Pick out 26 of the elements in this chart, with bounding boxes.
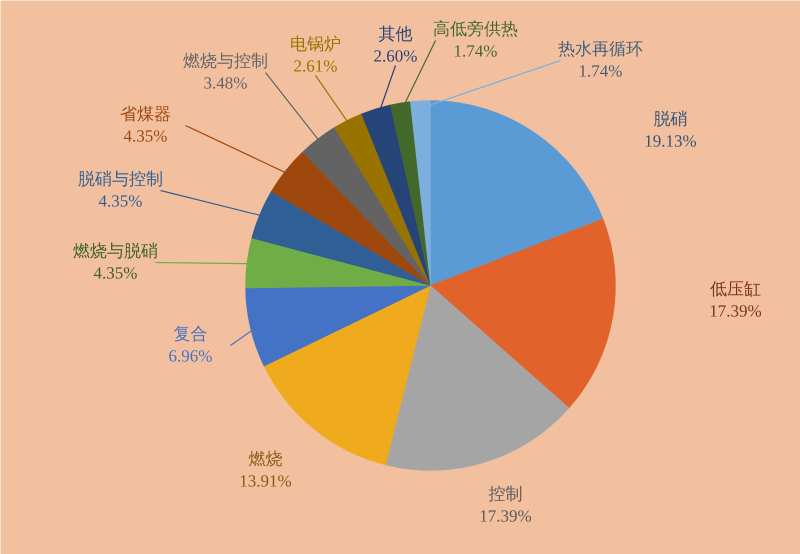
data-label: 4.35% [124,126,168,146]
slice-label: 脱硝 [654,110,688,130]
slice-label: 燃烧与脱硝 [73,242,158,262]
data-label: 6.96% [168,346,212,366]
data-label: 1.74% [454,42,498,60]
data-label: 1.74% [578,62,622,80]
slice-label: 热水再循环 [558,40,643,60]
slice-label: 复合 [174,324,208,344]
slice-label: 脱硝与控制 [78,170,163,190]
data-label: 19.13% [644,132,697,150]
data-label: 3.48% [204,74,248,92]
slice-label: 控制 [488,484,522,504]
data-label: 13.91% [239,472,292,490]
slice-label: 低压缸 [710,280,761,300]
slice-label: 燃烧与控制 [183,52,268,72]
slice-label: 燃烧 [248,450,282,470]
data-label: 4.35% [98,192,142,210]
data-label: 2.60% [374,46,418,66]
data-label: 4.35% [94,264,138,282]
slice-label: 电锅炉 [290,34,341,54]
slice-label: 高低旁供热 [433,20,518,40]
slice-label: 其他 [378,24,412,44]
data-label: 17.39% [479,506,532,526]
slice-label: 省煤器 [120,104,171,124]
data-label: 17.39% [709,302,762,320]
data-label: 2.61% [294,56,338,76]
